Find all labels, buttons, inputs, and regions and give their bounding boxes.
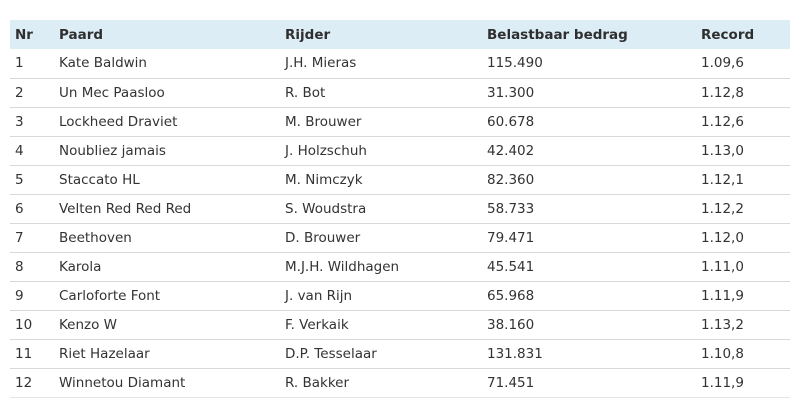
table-row: 3 Lockheed Draviet M. Brouwer 60.678 1.1…	[10, 107, 790, 136]
cell-rijder: D.P. Tesselaar	[285, 345, 377, 362]
cell-record: 1.12,2	[701, 200, 744, 217]
column-header-paard: Paard	[59, 26, 104, 43]
column-header-rijder: Rijder	[285, 26, 331, 43]
column-header-record: Record	[701, 26, 755, 43]
cell-record: 1.12,8	[701, 84, 744, 101]
cell-belastbaar-bedrag: 131.831	[487, 345, 543, 362]
cell-belastbaar-bedrag: 82.360	[487, 171, 535, 188]
cell-belastbaar-bedrag: 38.160	[487, 316, 535, 333]
cell-record: 1.12,6	[701, 113, 744, 130]
cell-rijder: R. Bot	[285, 84, 326, 101]
cell-nr: 3	[15, 113, 24, 130]
cell-rijder: S. Woudstra	[285, 200, 367, 217]
cell-nr: 2	[15, 84, 24, 101]
cell-nr: 11	[15, 345, 33, 362]
cell-nr: 5	[15, 171, 24, 188]
cell-paard: Kate Baldwin	[59, 55, 147, 72]
cell-record: 1.13,0	[701, 142, 744, 159]
cell-record: 1.11,9	[701, 374, 744, 391]
table-row: 7 Beethoven D. Brouwer 79.471 1.12,0	[10, 223, 790, 252]
table-row: 1 Kate Baldwin J.H. Mieras 115.490 1.09,…	[10, 49, 790, 78]
cell-nr: 12	[15, 374, 33, 391]
cell-nr: 1	[15, 55, 24, 72]
cell-belastbaar-bedrag: 45.541	[487, 258, 535, 275]
cell-belastbaar-bedrag: 58.733	[487, 200, 535, 217]
cell-record: 1.12,0	[701, 229, 744, 246]
cell-paard: Carloforte Font	[59, 287, 161, 304]
cell-rijder: J. van Rijn	[285, 287, 353, 304]
cell-rijder: M. Nimczyk	[285, 171, 363, 188]
cell-belastbaar-bedrag: 79.471	[487, 229, 535, 246]
cell-rijder: J. Holzschuh	[285, 142, 367, 159]
cell-record: 1.09,6	[701, 55, 744, 72]
table-row: 5 Staccato HL M. Nimczyk 82.360 1.12,1	[10, 165, 790, 194]
cell-belastbaar-bedrag: 42.402	[487, 142, 535, 159]
cell-belastbaar-bedrag: 115.490	[487, 55, 543, 72]
cell-paard: Winnetou Diamant	[59, 374, 186, 391]
cell-nr: 10	[15, 316, 33, 333]
cell-paard: Beethoven	[59, 229, 132, 246]
table-row: 12 Winnetou Diamant R. Bakker 71.451 1.1…	[10, 368, 790, 397]
horse-ranking-table: Nr Paard Rijder Belastbaar bedrag Record…	[10, 20, 790, 398]
table-header-row: Nr Paard Rijder Belastbaar bedrag Record	[10, 20, 790, 49]
cell-belastbaar-bedrag: 31.300	[487, 84, 535, 101]
table-row: 10 Kenzo W F. Verkaik 38.160 1.13,2	[10, 310, 790, 339]
table-body: 1 Kate Baldwin J.H. Mieras 115.490 1.09,…	[10, 49, 790, 397]
cell-nr: 7	[15, 229, 24, 246]
table-row: 8 Karola M.J.H. Wildhagen 45.541 1.11,0	[10, 252, 790, 281]
cell-belastbaar-bedrag: 71.451	[487, 374, 535, 391]
cell-rijder: M. Brouwer	[285, 113, 362, 130]
cell-paard: Noubliez jamais	[59, 142, 166, 159]
cell-record: 1.13,2	[701, 316, 744, 333]
cell-rijder: J.H. Mieras	[285, 55, 357, 72]
cell-paard: Staccato HL	[59, 171, 140, 188]
cell-belastbaar-bedrag: 60.678	[487, 113, 535, 130]
cell-nr: 6	[15, 200, 24, 217]
table-row: 4 Noubliez jamais J. Holzschuh 42.402 1.…	[10, 136, 790, 165]
cell-belastbaar-bedrag: 65.968	[487, 287, 535, 304]
table-row: 11 Riet Hazelaar D.P. Tesselaar 131.831 …	[10, 339, 790, 368]
cell-paard: Riet Hazelaar	[59, 345, 150, 362]
cell-nr: 9	[15, 287, 24, 304]
cell-nr: 8	[15, 258, 24, 275]
table-row: 2 Un Mec Paasloo R. Bot 31.300 1.12,8	[10, 78, 790, 107]
table-row: 9 Carloforte Font J. van Rijn 65.968 1.1…	[10, 281, 790, 310]
column-header-belastbaar-bedrag: Belastbaar bedrag	[487, 26, 628, 43]
cell-record: 1.12,1	[701, 171, 744, 188]
cell-rijder: D. Brouwer	[285, 229, 361, 246]
cell-paard: Velten Red Red Red	[59, 200, 192, 217]
table-row: 6 Velten Red Red Red S. Woudstra 58.733 …	[10, 194, 790, 223]
cell-paard: Un Mec Paasloo	[59, 84, 165, 101]
cell-rijder: M.J.H. Wildhagen	[285, 258, 400, 275]
cell-paard: Kenzo W	[59, 316, 118, 333]
column-header-nr: Nr	[15, 26, 33, 43]
cell-record: 1.11,0	[701, 258, 744, 275]
cell-paard: Lockheed Draviet	[59, 113, 178, 130]
cell-nr: 4	[15, 142, 24, 159]
cell-paard: Karola	[59, 258, 102, 275]
cell-record: 1.10,8	[701, 345, 744, 362]
cell-rijder: R. Bakker	[285, 374, 350, 391]
cell-record: 1.11,9	[701, 287, 744, 304]
cell-rijder: F. Verkaik	[285, 316, 349, 333]
